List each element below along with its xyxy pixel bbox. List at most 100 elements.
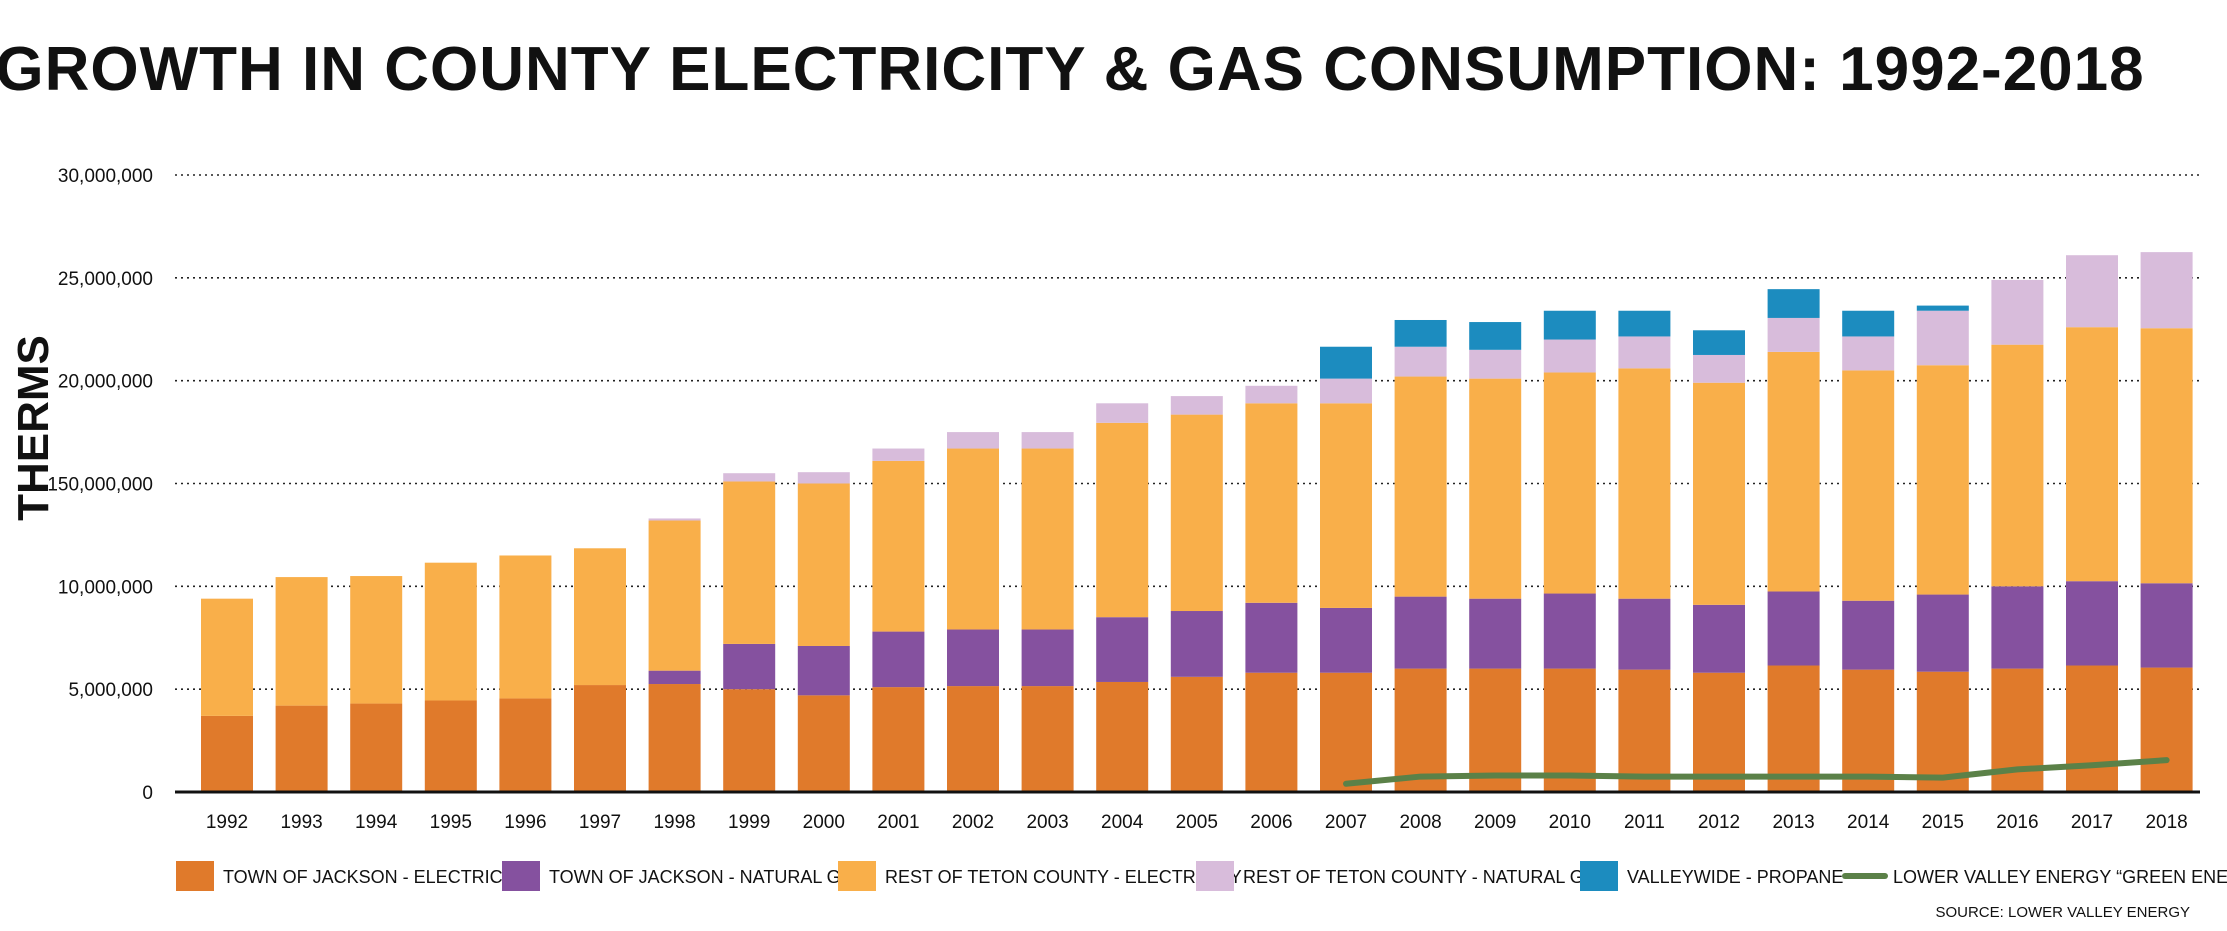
bar-segment [1618,598,1671,670]
x-tick-label: 1992 [206,812,248,833]
x-axis-ticks: 1992 1993 1994 1995 1996 1997 1998 1999 2000 2001… [206,812,2188,833]
bar-segment [947,432,999,449]
bar-segment [1021,448,1074,630]
x-tick-label: 1996 [504,812,546,833]
bar-segment [872,448,925,461]
bar-segment [2140,328,2193,584]
bar-segment [1394,668,1447,792]
bar-segment [1469,322,1522,350]
bar-segment [1469,598,1522,669]
y-tick-label: 150,000,000 [47,475,153,496]
x-tick-label: 1994 [355,812,398,833]
bar-segment [2066,327,2118,582]
legend-label: REST OF TETON COUNTY - ELECTRICITY [885,867,1242,887]
bar-segment [1842,370,1895,601]
bar-segment [574,685,626,792]
bar-segment [424,700,477,792]
bar-segment [1618,669,1671,792]
bar-segment [1543,310,1596,340]
x-tick-label: 2010 [1549,812,1591,833]
x-tick-label: 2011 [1624,812,1665,833]
y-tick-label: 20,000,000 [58,372,153,393]
y-tick-label: 30,000,000 [58,166,153,187]
bar-segment [2066,581,2118,666]
bar-segment [1618,336,1671,369]
bar-segment [2066,255,2118,328]
legend-swatch [1580,861,1618,891]
bar-segment [1096,681,1149,792]
legend-swatch [838,861,876,891]
bar-segment [1394,346,1447,377]
x-tick-label: 2006 [1250,812,1292,833]
bar-segment [1916,594,1969,672]
bar-segment [1320,346,1372,379]
x-tick-label: 2013 [1772,812,1814,833]
legend-label: REST OF TETON COUNTY - NATURAL GAS [1243,867,1608,887]
bar-segment [1469,668,1522,792]
bar-segment [350,576,403,704]
bar-segment [1320,403,1372,608]
bar-segment [1170,396,1223,415]
y-tick-label: 25,000,000 [58,269,153,290]
bar-segment [797,645,850,696]
bar-segment [648,684,701,792]
bar-segment [1842,310,1895,337]
bar-segment [1543,339,1596,373]
x-tick-label: 2009 [1474,812,1516,833]
bar-segment [797,472,850,484]
x-tick-label: 2002 [952,812,994,833]
bar-segment [499,555,552,699]
bar-segment [947,629,999,687]
bar-segment [1693,382,1745,605]
bar-segment [1767,351,1820,592]
y-axis-ticks: 0 5,000,000 10,000,000 150,000,000 20,000,00… [47,166,153,804]
bar-segment [1916,310,1969,366]
x-tick-label: 2016 [1996,812,2038,833]
bar-segment [1693,354,1745,383]
x-tick-label: 1993 [280,812,322,833]
bar-segment [2066,665,2118,792]
bar-segment [723,481,776,644]
bar-segment [1096,403,1149,423]
bar-segment [1767,289,1820,318]
bar-segment [1021,686,1074,792]
bar-segment [872,631,925,688]
x-tick-label: 1999 [728,812,770,833]
bar-segment [1916,305,1969,311]
chart-title: GROWTH IN COUNTY ELECTRICITY & GAS CONSU… [0,35,2145,104]
legend-label: TOWN OF JACKSON - NATURAL GAS [549,867,865,887]
bar-segment [1842,336,1895,371]
x-tick-label: 2017 [2071,812,2113,833]
bar-segment [2140,252,2193,329]
x-tick-label: 2000 [803,812,845,833]
bar-segment [1991,586,2044,669]
y-tick-label: 10,000,000 [58,577,153,598]
bar-segment [648,520,701,671]
bar-segment [1767,591,1820,666]
bar-segment [1543,668,1596,792]
bar-segment [1320,378,1372,404]
bar-segment [797,695,850,792]
bar-segment [350,703,403,792]
x-tick-label: 1997 [579,812,621,833]
x-tick-label: 2007 [1325,812,1367,833]
bars [201,252,2193,792]
y-axis-label: THERMS [9,335,58,521]
green-energy-line-layer [1343,757,2170,787]
legend: TOWN OF JACKSON - ELECTRICITY TOWN OF JAC… [176,861,2227,891]
legend-label: VALLEYWIDE - PROPANE [1627,867,1843,887]
bar-segment [424,562,477,701]
bar-segment [797,483,850,646]
x-tick-label: 1998 [653,812,695,833]
x-tick-label: 2018 [2145,812,2187,833]
bar-segment [1767,665,1820,792]
bar-segment [201,715,253,792]
bar-segment [1469,349,1522,379]
bar-segment [648,518,701,521]
x-tick-label: 2012 [1698,812,1740,833]
x-tick-label: 1995 [430,812,472,833]
bar-segment [1693,672,1745,792]
bar-segment [1394,376,1447,597]
bar-segment [1245,403,1298,603]
bar-segment [1021,432,1074,449]
